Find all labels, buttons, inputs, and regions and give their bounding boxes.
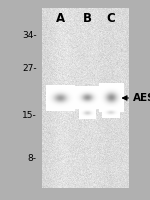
Text: 15-: 15- [22, 111, 36, 120]
Text: A: A [56, 12, 64, 25]
Text: 8-: 8- [27, 154, 36, 163]
Text: B: B [82, 12, 91, 25]
Text: AES: AES [133, 93, 150, 103]
Text: 27-: 27- [22, 64, 36, 73]
Text: 34-: 34- [22, 31, 36, 40]
Text: C: C [107, 12, 115, 25]
